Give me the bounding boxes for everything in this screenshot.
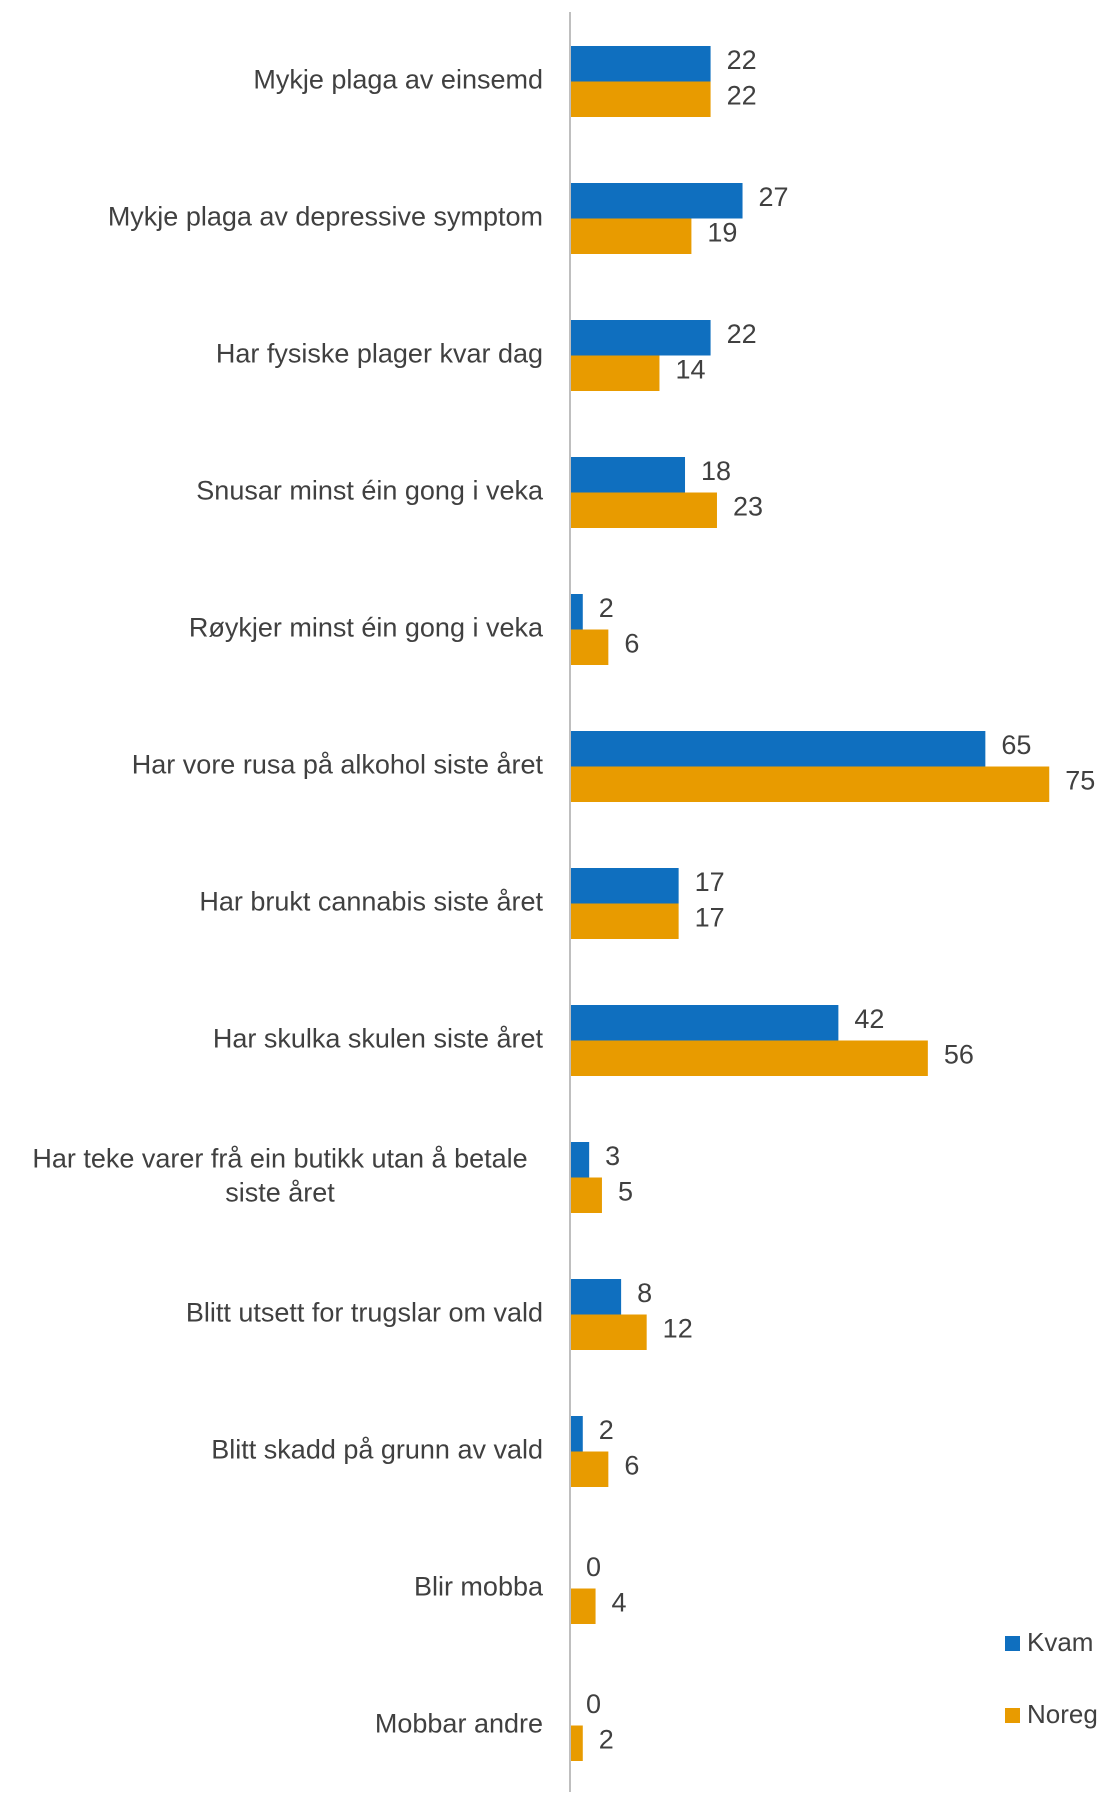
category-label: Blitt utsett for trugslar om vald [186,1298,543,1328]
bar-kvam [570,594,583,630]
data-label-kvam: 42 [854,1004,884,1034]
bar-noreg [570,1177,602,1213]
data-label-noreg: 14 [675,354,705,384]
bar-noreg [570,766,1050,802]
category-label-line: Har fysiske plager kvar dag [216,339,543,369]
bar-noreg [570,1314,647,1350]
category-label-line: Blitt utsett for trugslar om vald [186,1298,543,1328]
legend-label-noreg: Noreg [1027,1699,1098,1729]
legend: Kvam Noreg [1005,1627,1098,1729]
bar-kvam [570,46,711,82]
data-label-noreg: 23 [733,491,763,521]
category-label: Blitt skadd på grunn av vald [211,1435,543,1465]
bar-noreg [570,355,660,391]
legend-swatch-noreg [1005,1708,1020,1723]
category-label-line: Blir mobba [414,1572,544,1602]
category-label-line: Blitt skadd på grunn av vald [211,1435,543,1465]
category-label: Har vore rusa på alkohol siste året [132,750,544,780]
data-label-kvam: 18 [701,456,731,486]
data-label-noreg: 17 [695,902,725,932]
data-label-noreg: 19 [707,217,737,247]
category-label-line: Har teke varer frå ein butikk utan å bet… [32,1144,527,1174]
data-label-noreg: 4 [612,1587,627,1617]
bar-noreg [570,629,609,665]
bar-noreg [570,492,717,528]
data-label-kvam: 22 [727,45,757,75]
data-label-noreg: 12 [663,1313,693,1343]
category-label-line: Snusar minst éin gong i veka [196,476,544,506]
category-label: Har skulka skulen siste året [213,1024,544,1054]
category-label-line: Røykjer minst éin gong i veka [189,613,544,643]
category-label: Har brukt cannabis siste året [199,887,543,917]
category-label: Snusar minst éin gong i veka [196,476,544,506]
data-label-kvam: 0 [586,1689,601,1719]
data-label-noreg: 75 [1065,765,1095,795]
data-label-noreg: 6 [624,1450,639,1480]
data-label-kvam: 3 [605,1141,620,1171]
bar-noreg [570,218,692,254]
bar-kvam [570,868,679,904]
bar-noreg [570,1725,583,1761]
data-label-kvam: 17 [695,867,725,897]
category-label-line: Mykje plaga av einsemd [253,65,543,95]
data-label-noreg: 6 [624,628,639,658]
category-label-line: Har brukt cannabis siste året [199,887,543,917]
data-label-kvam: 22 [727,319,757,349]
category-label-line: Har skulka skulen siste året [213,1024,544,1054]
bars-layer [570,46,1050,1761]
category-label-line: Mobbar andre [375,1709,543,1739]
bar-kvam [570,1279,622,1315]
category-label: Har fysiske plager kvar dag [216,339,543,369]
category-label: Mykje plaga av depressive symptom [108,202,543,232]
data-label-kvam: 65 [1001,730,1031,760]
category-label-line: Mykje plaga av depressive symptom [108,202,543,232]
data-label-noreg: 5 [618,1176,633,1206]
data-label-kvam: 0 [586,1552,601,1582]
data-label-noreg: 2 [599,1724,614,1754]
bar-kvam [570,320,711,356]
bar-noreg [570,1451,609,1487]
data-label-kvam: 8 [637,1278,652,1308]
data-label-noreg: 22 [727,80,757,110]
category-label-line: siste året [225,1178,335,1208]
bar-kvam [570,1142,590,1178]
bar-noreg [570,1588,596,1624]
bar-kvam [570,1005,839,1041]
bar-noreg [570,1040,928,1076]
bar-kvam [570,183,743,219]
data-label-kvam: 2 [599,1415,614,1445]
bar-kvam [570,731,986,767]
data-label-kvam: 27 [759,182,789,212]
category-label: Mykje plaga av einsemd [253,65,543,95]
data-label-kvam: 2 [599,593,614,623]
category-label: Røykjer minst éin gong i veka [189,613,544,643]
bar-noreg [570,903,679,939]
data-label-noreg: 56 [944,1039,974,1069]
bar-kvam [570,457,686,493]
category-label: Blir mobba [414,1572,544,1602]
category-label: Mobbar andre [375,1709,543,1739]
bar-noreg [570,81,711,117]
bar-kvam [570,1416,583,1452]
category-label: Har teke varer frå ein butikk utan å bet… [32,1144,527,1208]
legend-label-kvam: Kvam [1027,1627,1093,1657]
category-label-line: Har vore rusa på alkohol siste året [132,750,544,780]
legend-swatch-kvam [1005,1636,1020,1651]
